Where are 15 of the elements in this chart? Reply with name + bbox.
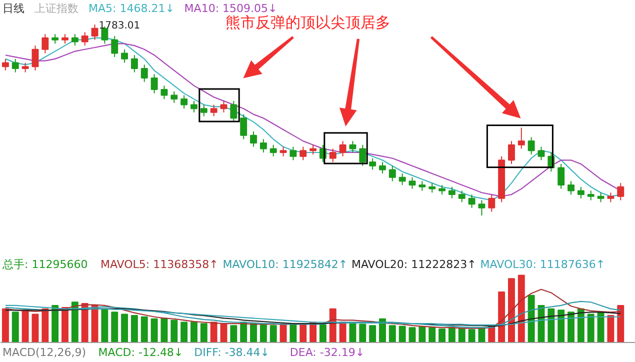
text: MAVOL30: 11187636↑ <box>480 258 606 271</box>
chart-title: 日线 <box>2 2 24 15</box>
text: MA10: 1509.05↓ <box>184 2 278 15</box>
text: 总手: 11295660 <box>2 258 88 271</box>
text: MACD(12,26,9) <box>2 346 86 359</box>
annotation: 熊市反弹的顶以尖顶居多 <box>226 14 391 32</box>
chart-subtitle: 上证指数 <box>34 2 78 15</box>
text: MACD: -12.48↓ <box>98 346 184 359</box>
text: MAVOL5: 11368358↑ <box>100 258 218 271</box>
text: MAVOL10: 11925842↑ <box>222 258 348 271</box>
text: DIFF: -38.44↓ <box>194 346 270 359</box>
text: DEA: -32.19↓ <box>290 346 365 359</box>
text: MA5: 1468.21↓ <box>88 2 174 15</box>
text: MAVOL20: 11222823↑ <box>352 258 476 271</box>
annotation: 1783.01 <box>98 20 140 32</box>
